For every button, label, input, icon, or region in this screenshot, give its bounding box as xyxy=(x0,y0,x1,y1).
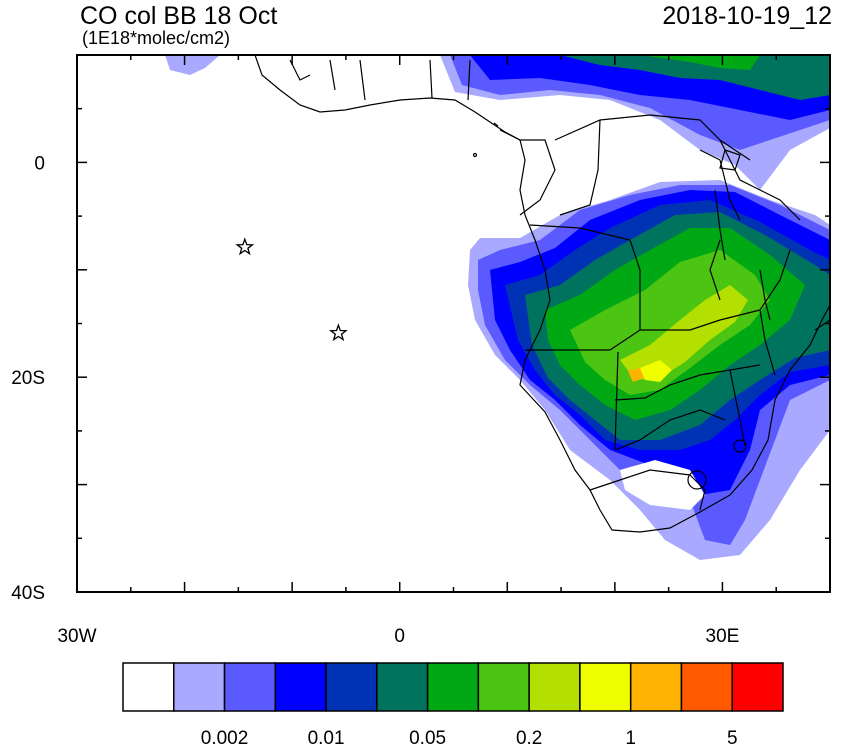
colorbar-swatch xyxy=(579,662,632,712)
lon-label: 30E xyxy=(706,626,740,647)
lat-label: 40S xyxy=(11,583,45,604)
plume-south-yellowgreen xyxy=(620,285,748,380)
colorbar: 0.002 0.01 0.05 0.2 1 5 xyxy=(122,662,784,747)
lat-label: 0 xyxy=(34,153,45,174)
west-africa-coastline xyxy=(254,55,830,533)
map-title: CO col BB 18 Oct xyxy=(80,2,278,30)
lon-label: 30W xyxy=(57,626,96,647)
star-marker-icon xyxy=(328,323,348,342)
axis-labels: 30W 0 30E 0 20S 40S xyxy=(11,153,739,647)
units-label: (1E18*molec/cm2) xyxy=(82,28,231,48)
lake-tanganyika xyxy=(714,189,726,261)
madagascar-coast xyxy=(814,319,830,331)
coastline-layer xyxy=(254,55,830,533)
colorbar-label: 0.002 xyxy=(201,728,249,747)
colorbar-swatch xyxy=(477,662,530,712)
star-marker-icon xyxy=(235,237,255,256)
plume-south-orange xyxy=(628,368,644,382)
colorbar-swatch xyxy=(122,662,175,712)
colorbar-swatch xyxy=(376,662,429,712)
colorbar-swatch xyxy=(325,662,378,712)
eswatini-border xyxy=(733,439,747,453)
colorbar-swatch xyxy=(173,662,226,712)
colorbar-swatch xyxy=(528,662,581,712)
plume-north-pale-blue xyxy=(165,55,220,75)
lesotho-border xyxy=(687,470,707,490)
colorbar-label: 0.2 xyxy=(516,728,542,747)
sao-tome-island xyxy=(472,152,478,158)
bioko-island xyxy=(493,122,499,127)
colorbar-label: 1 xyxy=(625,728,636,747)
plume-south-yellow xyxy=(640,360,672,382)
valid-datetime: 2018-10-19_12 xyxy=(662,2,832,30)
colorbar-swatch xyxy=(731,662,784,712)
colorbar-swatch xyxy=(426,662,480,712)
station-markers xyxy=(235,237,348,342)
lake-malawi xyxy=(759,269,771,321)
lon-label: 0 xyxy=(394,626,405,647)
graticule-ticks xyxy=(76,54,831,593)
colorbar-swatch xyxy=(629,662,683,712)
lat-label: 20S xyxy=(11,368,45,389)
colorbar-label: 0.05 xyxy=(409,728,446,747)
country-borders xyxy=(289,59,801,511)
colorbar-label: 0.01 xyxy=(308,728,345,747)
co-plume-layer xyxy=(165,55,830,560)
colorbar-swatch xyxy=(680,662,733,712)
colorbar-swatch xyxy=(274,662,327,712)
colorbar-label: 5 xyxy=(727,728,738,747)
colorbar-swatch xyxy=(223,662,277,712)
lake-victoria xyxy=(719,149,741,171)
plume-north-teal xyxy=(560,55,830,100)
plume-north-green xyxy=(640,55,760,70)
plume-south-lightgreen xyxy=(570,250,770,395)
